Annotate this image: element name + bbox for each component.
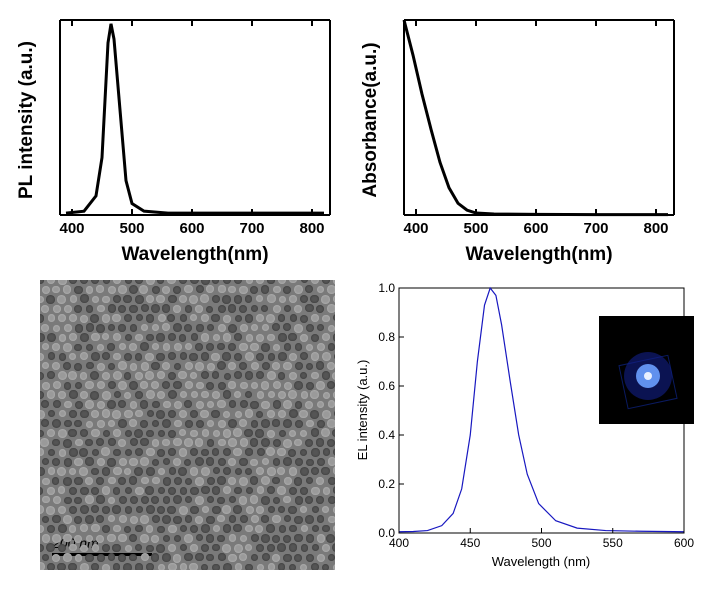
y-axis-label: Absorbance(a.u.) [360,42,381,197]
x-axis-label: Wavelength (nm) [492,554,591,569]
y-axis-label: EL intensity (a.u.) [355,360,370,461]
plot-bg [404,20,674,215]
x-axis-label: Wavelength(nm) [121,244,268,265]
svg-text:0.2: 0.2 [378,477,395,491]
y-axis-label: PL intensity (a.u.) [16,41,37,199]
svg-text:800: 800 [643,220,668,237]
svg-text:600: 600 [179,220,204,237]
svg-text:0.8: 0.8 [378,330,395,344]
svg-text:500: 500 [463,220,488,237]
svg-text:400: 400 [59,220,84,237]
svg-text:550: 550 [603,536,623,550]
svg-text:500: 500 [119,220,144,237]
svg-text:1.0: 1.0 [378,281,395,295]
svg-text:400: 400 [403,220,428,237]
svg-text:0.0: 0.0 [378,526,395,540]
svg-text:450: 450 [460,536,480,550]
plot-bg [60,20,330,215]
svg-text:0.6: 0.6 [378,379,395,393]
svg-text:800: 800 [299,220,324,237]
svg-text:500: 500 [531,536,551,550]
pl-intensity-chart: 400 500 600 700 800 Wavelength(nm) PL intens… [10,10,344,270]
absorbance-chart: 400 500 600 700 800 Wavelength(nm) Absorbanc… [354,10,694,270]
svg-text:0.4: 0.4 [378,428,395,442]
el-intensity-chart: 400450500550600 0.00.20.40.60.81.0 Wavel… [354,280,694,570]
svg-text:700: 700 [239,220,264,237]
svg-text:700: 700 [583,220,608,237]
tem-micrograph: 200 nm [10,280,344,570]
svg-text:600: 600 [523,220,548,237]
led-photo-inset [599,316,694,424]
microscopy-image: 200 nm [40,280,335,570]
x-axis-label: Wavelength(nm) [465,244,612,265]
y-ticks: 0.0 0.2 0.4 0.6 0.8 1.0 [378,281,404,540]
svg-text:600: 600 [674,536,694,550]
